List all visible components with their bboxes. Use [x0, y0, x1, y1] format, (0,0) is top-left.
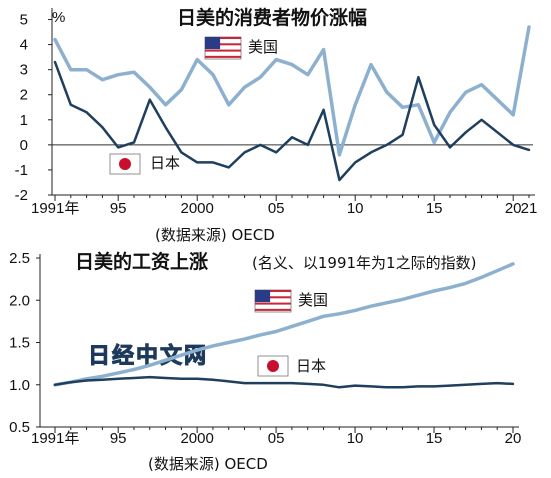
cpi-series-line-us: [53, 25, 531, 157]
cpi-y-tick-label: -2: [15, 187, 28, 204]
us-flag-icon: [254, 289, 292, 313]
wage-y-tick-label: 2.0: [9, 292, 30, 309]
cpi-series-line-japan: [53, 60, 531, 182]
wage-x-tick-label: 05: [268, 430, 285, 447]
cpi-y-tick-label: -1: [15, 162, 28, 179]
wage-y-tick-label: 1.5: [9, 335, 30, 352]
cpi-x-tick-label: 1991年: [31, 200, 79, 217]
wage-chart-title: 日美的工资上涨: [75, 250, 208, 273]
watermark-text: 日经中文网: [88, 343, 208, 369]
cpi-x-tick-label: 20: [505, 200, 522, 217]
wage-x-tick-label: 15: [426, 430, 443, 447]
wage-legend-label-japan: 日本: [296, 357, 326, 375]
cpi-y-tick-label: 5: [20, 12, 28, 29]
cpi-y-tick-label: 2: [20, 87, 28, 104]
japan-flag-icon: [109, 153, 141, 175]
cpi-chart-title: 日美的消费者物价涨幅: [177, 6, 367, 29]
cpi-unit-label: %: [52, 9, 65, 26]
us-flag-icon: [204, 36, 242, 60]
wage-source-label: (数据来源) OECD: [148, 455, 268, 473]
cpi-x-tick-label: 2000: [181, 200, 214, 217]
wage-y-tick-label: 2.5: [9, 250, 30, 267]
japan-flag-icon: [257, 355, 289, 377]
wage-chart-subtitle: (名义、以1991年为1之际的指数): [252, 254, 476, 272]
wage-x-tick-label: 1991年: [31, 430, 79, 447]
cpi-legend-label-us: 美国: [248, 38, 278, 56]
cpi-x-tick-label: 10: [347, 200, 364, 217]
wage-x-tick-label: 10: [347, 430, 364, 447]
cpi-y-tick-label: 4: [20, 37, 28, 54]
wage-y-tick-label: 1.0: [9, 377, 30, 394]
cpi-x-tick-label: 05: [268, 200, 285, 217]
cpi-y-tick-label: 3: [20, 62, 28, 79]
wage-series-line-japan: [53, 375, 515, 389]
wage-x-tick-label: 2000: [180, 430, 213, 447]
cpi-x-tick-label: 95: [110, 200, 127, 217]
cpi-legend-label-japan: 日本: [150, 154, 180, 172]
wage-legend-label-us: 美国: [298, 291, 328, 309]
cpi-y-tick-label: 0: [20, 137, 28, 154]
wage-x-tick-label: 95: [110, 430, 127, 447]
wage-y-tick-label: 0.5: [9, 419, 30, 436]
cpi-x-tick-label: 15: [426, 200, 443, 217]
wage-x-tick-label: 20: [505, 430, 522, 447]
cpi-source-label: (数据来源) OECD: [155, 226, 275, 244]
wage-series-line-us: [53, 262, 515, 387]
cpi-x-tick-label: 21: [521, 200, 538, 217]
cpi-y-tick-label: 1: [20, 112, 28, 129]
